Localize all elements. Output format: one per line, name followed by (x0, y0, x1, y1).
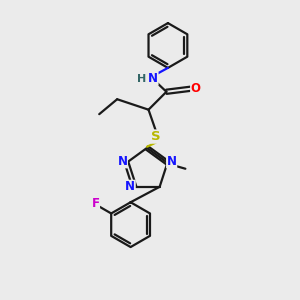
Text: N: N (125, 180, 135, 193)
Text: N: N (117, 155, 128, 168)
Text: N: N (148, 72, 158, 85)
Text: H: H (137, 74, 147, 84)
Text: O: O (191, 82, 201, 95)
Text: S: S (151, 130, 161, 143)
Text: N: N (167, 155, 177, 168)
Text: F: F (92, 197, 100, 210)
